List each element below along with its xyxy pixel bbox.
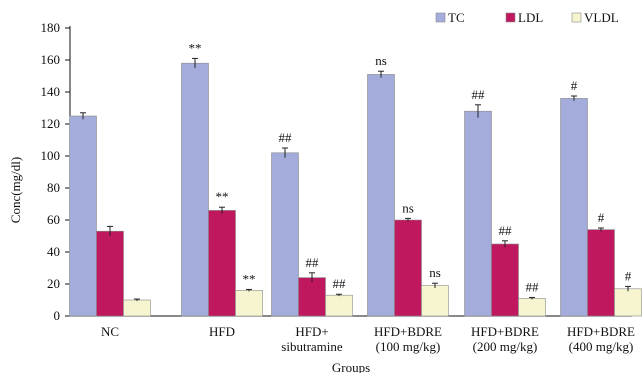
y-tick-label: 20 — [47, 276, 60, 291]
bar-tc — [271, 152, 299, 317]
significance-label: ns — [429, 265, 441, 280]
x-category-line: sibutramine — [281, 339, 343, 354]
x-category-line: HFD+BDRE — [471, 324, 539, 339]
legend-label-tc: TC — [448, 10, 465, 25]
significance-label: ns — [402, 200, 414, 215]
y-tick-label: 80 — [47, 180, 60, 195]
legend-swatch-ldl — [505, 12, 516, 23]
significance-label: ns — [375, 53, 387, 68]
bar-ldl — [208, 210, 236, 317]
bar-vldl — [421, 285, 449, 317]
legend-swatch-vldl — [571, 12, 582, 23]
y-tick-label: 60 — [47, 212, 60, 227]
legend-label-vldl: VLDL — [584, 10, 619, 25]
x-category-line: HFD — [209, 324, 235, 339]
legend-swatch-tc — [435, 12, 446, 23]
significance-label: # — [571, 78, 578, 93]
x-category-line: (100 mg/kg) — [376, 339, 441, 354]
legend-label-ldl: LDL — [518, 10, 543, 25]
y-tick-label: 180 — [41, 20, 61, 35]
y-tick-label: 0 — [54, 308, 61, 323]
bar-vldl — [123, 299, 151, 317]
x-category-label: HFD+BDRE (100 mg/kg) — [374, 324, 442, 354]
significance-label: # — [625, 268, 632, 283]
x-category-line: (200 mg/kg) — [473, 339, 538, 354]
bar-group: # # # — [560, 78, 642, 317]
x-category-line: HFD+BDRE — [374, 324, 442, 339]
x-axis-title: Groups — [332, 360, 370, 373]
bar-group: ns ns ns — [367, 53, 449, 317]
bar-vldl — [614, 288, 642, 317]
bar-group: ** ** ** — [181, 40, 263, 317]
bar-group: ## ## ## — [271, 130, 353, 317]
bar-tc — [367, 74, 395, 317]
bar-group: ## ## ## — [464, 87, 546, 317]
bar-ldl — [394, 219, 422, 317]
significance-label: ## — [526, 279, 540, 294]
significance-label: ## — [472, 87, 486, 102]
y-axis-ticks: 0 20 40 60 80 100 120 140 160 180 — [41, 20, 70, 323]
significance-label: # — [598, 210, 605, 225]
bar-vldl — [235, 290, 263, 317]
bar-ldl — [491, 243, 519, 317]
x-category-label: HFD+BDRE (400 mg/kg) — [567, 324, 635, 354]
y-tick-label: 140 — [41, 84, 61, 99]
legend: TC LDL VLDL — [435, 10, 619, 25]
bar-tc — [69, 115, 97, 317]
x-category-line: HFD+BDRE — [567, 324, 635, 339]
bar-tc — [464, 110, 492, 317]
y-tick-label: 100 — [41, 148, 61, 163]
bar-group — [69, 112, 151, 317]
y-axis-title: Conc(mg/dl) — [8, 157, 23, 223]
significance-label: ## — [333, 276, 347, 291]
significance-label: ** — [189, 40, 202, 55]
bar-ldl — [96, 230, 124, 317]
significance-label: ## — [499, 223, 513, 238]
y-tick-label: 120 — [41, 116, 61, 131]
significance-label: ** — [216, 189, 229, 204]
bar-tc — [181, 62, 209, 317]
x-category-line: (400 mg/kg) — [569, 339, 634, 354]
x-category-label: HFD+ sibutramine — [281, 324, 343, 354]
significance-label: ## — [279, 130, 293, 145]
x-category-label: HFD — [209, 324, 235, 339]
significance-label: ** — [243, 271, 256, 286]
bar-tc — [560, 98, 588, 317]
x-category-label: HFD+BDRE (200 mg/kg) — [471, 324, 539, 354]
bar-vldl — [518, 298, 546, 317]
y-tick-label: 40 — [47, 244, 60, 259]
x-category-label: NC — [101, 324, 119, 339]
bar-ldl — [587, 229, 615, 317]
x-category-line: NC — [101, 324, 119, 339]
y-tick-label: 160 — [41, 52, 61, 67]
bar-ldl — [298, 277, 326, 317]
bar-vldl — [325, 294, 353, 317]
x-category-line: HFD+ — [295, 324, 328, 339]
significance-label: ## — [306, 255, 320, 270]
